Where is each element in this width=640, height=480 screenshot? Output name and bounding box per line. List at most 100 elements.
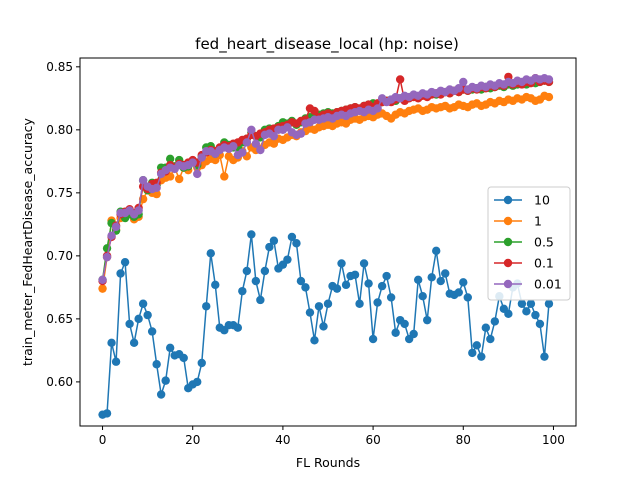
data-point [454, 84, 463, 93]
data-point [265, 242, 274, 252]
data-point [247, 125, 256, 135]
data-point [323, 299, 333, 308]
data-point [490, 317, 500, 326]
data-point [305, 308, 315, 317]
data-point [251, 276, 261, 286]
x-tick-label: 0 [99, 433, 107, 447]
data-point [441, 269, 450, 278]
data-point [102, 252, 112, 262]
data-point [377, 281, 387, 291]
data-point [463, 293, 472, 302]
legend-label: 0.01 [534, 277, 562, 292]
data-point [481, 323, 491, 332]
data-point [202, 302, 211, 311]
data-point [197, 358, 206, 368]
data-point [247, 230, 256, 239]
data-point [120, 257, 130, 267]
y-axis: 0.60 0.65 0.70 0.75 0.80 0.85 [46, 60, 80, 389]
data-point [359, 259, 369, 268]
data-point [472, 341, 481, 350]
data-point [418, 291, 427, 301]
data-point [296, 276, 306, 286]
series-0.01 [98, 73, 554, 285]
data-point [111, 357, 121, 366]
data-point [116, 269, 125, 278]
data-point [134, 206, 143, 215]
data-point [129, 338, 139, 348]
data-point [211, 280, 220, 290]
data-point [147, 327, 157, 336]
data-point [427, 273, 436, 282]
legend-label: 10 [534, 193, 550, 208]
data-point [193, 377, 202, 387]
y-axis-label: train_meter_FedHeartDisease_accuracy [20, 117, 35, 366]
data-point [341, 280, 351, 290]
data-point [436, 276, 445, 286]
y-tick-label: 0.80 [46, 123, 73, 137]
data-point [350, 270, 360, 279]
data-point [107, 231, 116, 240]
legend-marker [503, 195, 513, 205]
data-point [310, 336, 319, 345]
x-tick-label: 20 [185, 433, 200, 447]
data-point [459, 77, 468, 87]
data-point [413, 275, 423, 285]
data-point [544, 92, 554, 102]
x-tick-label: 40 [275, 433, 290, 447]
data-point [373, 104, 382, 113]
data-point [544, 299, 554, 308]
data-point [251, 139, 261, 148]
data-point [332, 284, 342, 293]
data-point [229, 142, 238, 151]
data-point [269, 131, 279, 141]
data-point [540, 352, 549, 361]
data-point [531, 310, 540, 320]
data-point [206, 249, 215, 258]
data-point [256, 295, 265, 305]
data-point [310, 106, 319, 116]
data-point [283, 255, 292, 264]
data-point [292, 239, 301, 248]
y-tick-label: 0.65 [46, 312, 73, 326]
data-point [432, 246, 441, 256]
plot-area-frame [79, 57, 577, 427]
data-point [355, 299, 364, 308]
data-point [337, 259, 346, 268]
data-point [522, 307, 531, 316]
data-point [535, 319, 545, 329]
data-point [454, 288, 463, 297]
legend-label: 0.5 [534, 235, 554, 250]
data-point [314, 302, 324, 311]
data-point [526, 299, 536, 308]
legend-marker [503, 216, 513, 226]
y-tick-label: 0.60 [46, 375, 73, 389]
data-point [138, 176, 148, 185]
data-point [242, 266, 252, 276]
x-tick-label: 60 [365, 433, 380, 447]
data-point [477, 352, 486, 361]
y-tick-label: 0.85 [46, 60, 73, 74]
data-point [504, 309, 513, 319]
data-point [107, 338, 116, 348]
legend-marker [503, 258, 513, 268]
data-point [423, 315, 432, 325]
series-10 [98, 230, 554, 419]
data-point [98, 284, 107, 293]
data-point [269, 236, 279, 245]
data-point [544, 75, 554, 84]
data-point [368, 334, 378, 344]
chart-title: fed_heart_disease_local (hp: noise) [195, 35, 459, 54]
data-point [400, 319, 409, 329]
data-point [242, 138, 252, 147]
data-point [161, 376, 170, 385]
data-point [386, 293, 396, 302]
data-point [287, 232, 297, 242]
data-point [395, 75, 405, 84]
y-tick-label: 0.75 [46, 186, 73, 200]
data-point [138, 299, 148, 308]
x-axis: 0 20 40 60 80 100 [99, 426, 565, 447]
data-point [260, 266, 270, 276]
data-point [152, 360, 161, 369]
data-point [296, 129, 306, 138]
